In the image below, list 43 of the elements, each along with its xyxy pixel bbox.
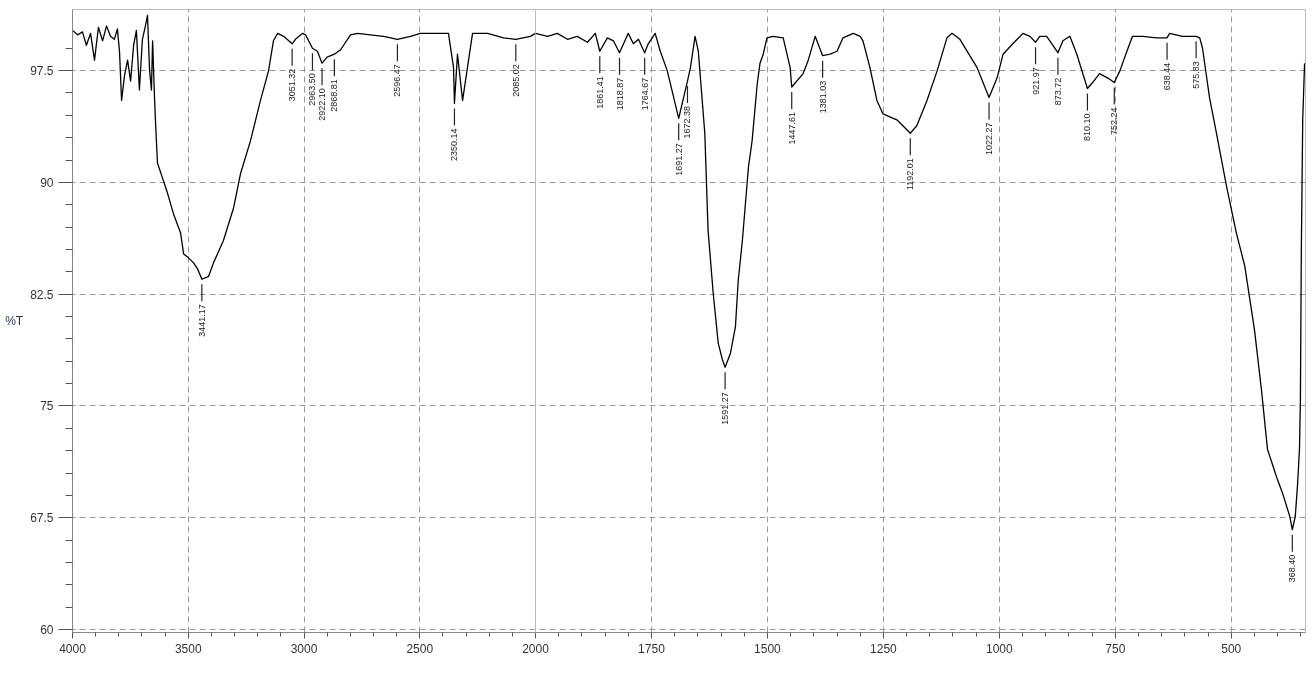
annotation: 1672.38 (682, 106, 693, 139)
x-tick-label: 500 (1221, 641, 1242, 656)
annotation: 2922.10 (317, 88, 328, 121)
x-tick-label: 2000 (522, 641, 550, 656)
annotation: 752.24 (1109, 107, 1120, 136)
annotation: 1447.61 (786, 111, 797, 145)
annotation: 1192.01 (905, 158, 916, 191)
annotation: 638.44 (1162, 62, 1173, 91)
annotation: 2350.14 (449, 128, 460, 161)
annotation: 1591.27 (720, 392, 731, 425)
x-tick-label: 2500 (406, 641, 434, 656)
annotation: 2868.81 (329, 79, 340, 112)
y-tick-label: 60 (40, 623, 54, 638)
annotation: 873.72 (1052, 77, 1063, 106)
x-tick-label: 1500 (754, 641, 782, 656)
y-tick-label: 97.5 (30, 64, 54, 79)
x-tick-label: 3000 (290, 641, 318, 656)
x-tick-label: 750 (1105, 641, 1126, 656)
annotation: 2085.02 (510, 64, 521, 97)
annotation: 575.83 (1191, 61, 1202, 89)
y-axis-title: %T (5, 314, 24, 328)
annotation: 1022.27 (984, 122, 995, 155)
annotation: 1818.87 (614, 77, 625, 111)
annotation: 3441.17 (196, 304, 207, 337)
annotation: 921.97 (1030, 67, 1041, 95)
annotation: 810.10 (1082, 113, 1093, 142)
y-tick-label: 75 (40, 399, 54, 414)
x-tick-label: 1000 (986, 641, 1014, 656)
annotation: 3051.32 (287, 68, 298, 102)
y-tick-label: 90 (40, 175, 54, 190)
y-tick-label: 67.5 (30, 511, 54, 526)
x-tick-label: 4000 (59, 641, 87, 656)
annotation: 1381.03 (817, 80, 828, 114)
annotation: 1861.41 (594, 76, 605, 109)
annotation: 2596.47 (392, 64, 403, 97)
x-tick-label: 1250 (870, 641, 898, 656)
annotation: 1764.67 (639, 77, 650, 111)
x-tick-label: 1750 (638, 641, 666, 656)
annotation: 1691.27 (673, 143, 684, 176)
x-tick-label: 3500 (174, 641, 202, 656)
annotation: 368.40 (1287, 554, 1298, 583)
annotation: 2963.50 (307, 73, 318, 106)
y-tick-label: 82.5 (30, 287, 54, 302)
